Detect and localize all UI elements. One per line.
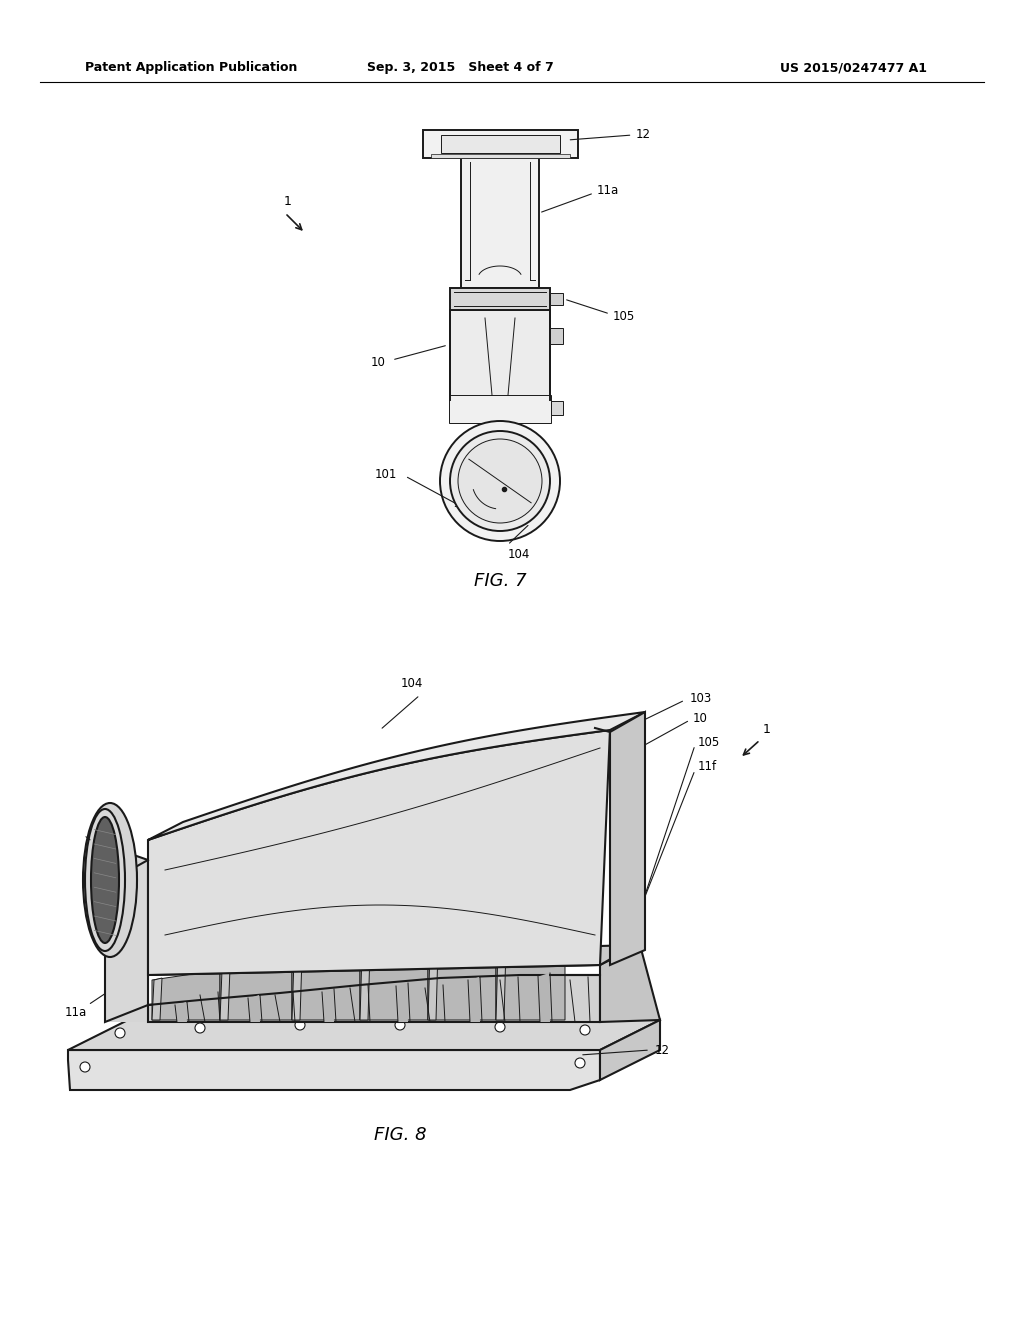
FancyBboxPatch shape: [550, 293, 563, 305]
Text: Patent Application Publication: Patent Application Publication: [85, 62, 297, 74]
Polygon shape: [360, 950, 370, 1020]
Text: FIG. 7: FIG. 7: [474, 572, 526, 590]
Text: 105: 105: [698, 735, 720, 748]
Text: 1: 1: [284, 195, 292, 209]
Text: 105: 105: [613, 309, 635, 322]
Polygon shape: [496, 946, 506, 1020]
Polygon shape: [292, 956, 302, 1020]
Text: 12: 12: [655, 1044, 670, 1056]
FancyBboxPatch shape: [551, 401, 563, 414]
Polygon shape: [177, 1002, 187, 1022]
Polygon shape: [148, 711, 645, 840]
Circle shape: [395, 1020, 406, 1030]
FancyBboxPatch shape: [450, 288, 550, 310]
Circle shape: [495, 1022, 505, 1032]
Circle shape: [115, 1028, 125, 1038]
FancyBboxPatch shape: [423, 129, 578, 158]
Polygon shape: [152, 978, 162, 1020]
Text: 10: 10: [371, 355, 386, 368]
Polygon shape: [450, 310, 550, 400]
FancyBboxPatch shape: [461, 158, 539, 288]
Text: 104: 104: [508, 549, 529, 561]
Circle shape: [295, 1020, 305, 1030]
Polygon shape: [220, 958, 292, 1020]
Polygon shape: [148, 730, 610, 975]
Polygon shape: [250, 995, 260, 1022]
Polygon shape: [600, 945, 660, 1022]
Text: 11a: 11a: [597, 185, 620, 198]
Polygon shape: [148, 975, 600, 1022]
Polygon shape: [324, 989, 334, 1022]
Circle shape: [575, 1059, 585, 1068]
Circle shape: [458, 440, 542, 523]
Polygon shape: [68, 1049, 600, 1090]
Polygon shape: [360, 950, 428, 1020]
Polygon shape: [105, 845, 148, 1022]
Polygon shape: [428, 948, 438, 1020]
Text: 12: 12: [636, 128, 650, 141]
Text: Sep. 3, 2015   Sheet 4 of 7: Sep. 3, 2015 Sheet 4 of 7: [367, 62, 553, 74]
Text: 103: 103: [690, 692, 713, 705]
Ellipse shape: [83, 803, 137, 957]
Polygon shape: [292, 952, 360, 1020]
Circle shape: [80, 1063, 90, 1072]
Text: 101: 101: [375, 469, 397, 482]
Polygon shape: [68, 1020, 660, 1049]
Circle shape: [440, 421, 560, 541]
Text: 10: 10: [693, 711, 708, 725]
Polygon shape: [152, 970, 220, 1020]
Polygon shape: [428, 948, 496, 1020]
Text: 11a: 11a: [65, 1006, 87, 1019]
Polygon shape: [105, 975, 605, 1022]
Polygon shape: [148, 945, 635, 975]
Text: FIG. 8: FIG. 8: [374, 1126, 426, 1144]
Polygon shape: [610, 711, 645, 965]
Polygon shape: [398, 983, 408, 1022]
Text: 11f: 11f: [698, 760, 717, 774]
FancyBboxPatch shape: [440, 135, 559, 153]
FancyBboxPatch shape: [430, 154, 569, 158]
Polygon shape: [600, 1020, 660, 1080]
Polygon shape: [496, 945, 565, 1020]
Ellipse shape: [91, 817, 119, 942]
Text: 104: 104: [400, 677, 423, 690]
Ellipse shape: [85, 809, 125, 950]
Polygon shape: [470, 977, 480, 1022]
Polygon shape: [540, 973, 550, 1022]
Text: US 2015/0247477 A1: US 2015/0247477 A1: [780, 62, 927, 74]
Text: 1: 1: [763, 723, 771, 737]
Polygon shape: [220, 968, 230, 1020]
FancyBboxPatch shape: [550, 327, 563, 345]
Circle shape: [580, 1026, 590, 1035]
FancyBboxPatch shape: [449, 395, 551, 422]
Circle shape: [195, 1023, 205, 1034]
Circle shape: [450, 432, 550, 531]
